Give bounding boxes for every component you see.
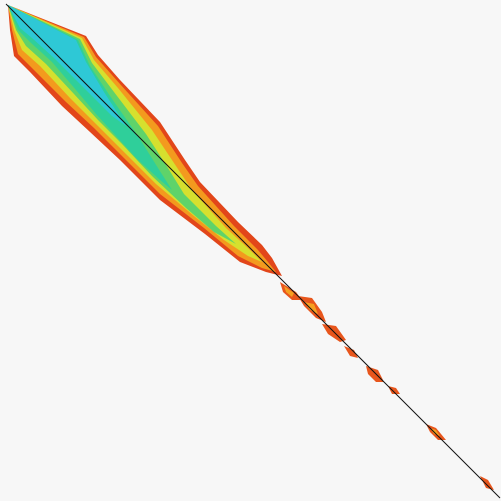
block (480, 476, 494, 490)
block (388, 386, 400, 394)
block (284, 286, 294, 297)
diagonal-line (5, 3, 501, 499)
block (344, 346, 358, 358)
